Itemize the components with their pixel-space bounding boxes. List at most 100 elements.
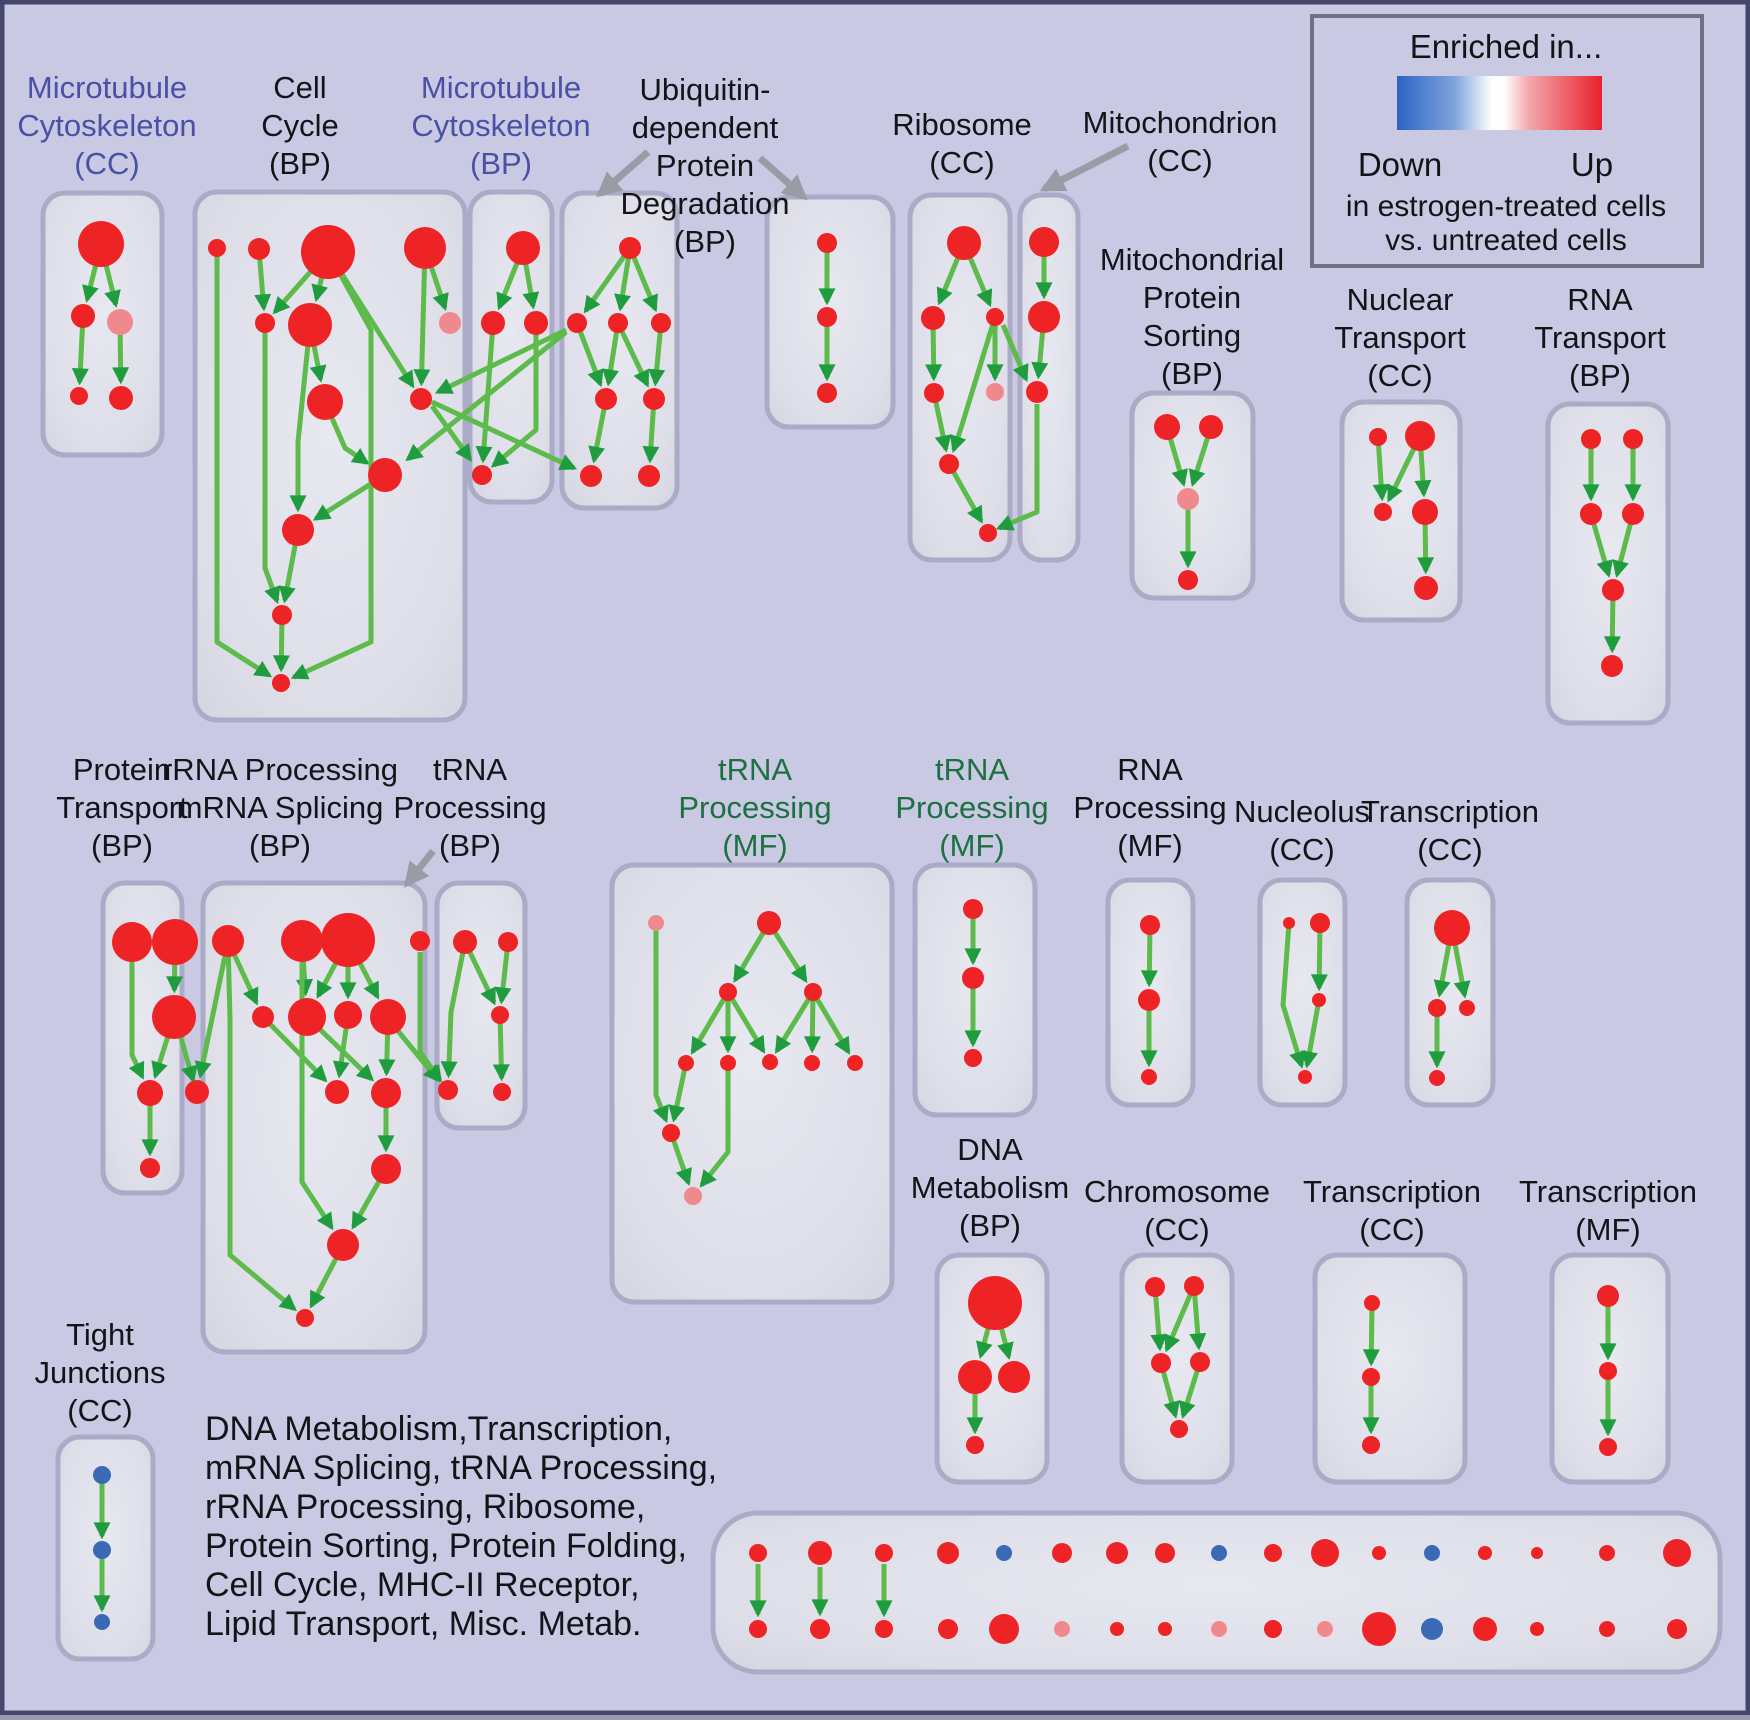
misc-note-text: DNA Metabolism,Transcription,mRNA Splici… [205,1410,717,1643]
cluster-label-rna-processing-mf: RNA [1117,752,1183,787]
go-term-node-nuclear-transport-cc [1405,421,1435,451]
cluster-label-cell-cycle-bp: Cycle [261,108,339,143]
go-term-node-misc-strip [1372,1546,1386,1560]
edge-cell-cycle-bp [421,258,424,383]
go-term-node-cell-cycle-bp [301,225,355,279]
go-term-node-rrna-processing-mrna-splicing-bp [281,920,323,962]
cluster-label-ubiquitin-degradation-bp: Protein [656,148,754,183]
go-term-node-microtubule-cytoskeleton-cc [107,309,133,335]
go-term-node-ubiquitin-degradation-bp [608,313,628,333]
cluster-label-nucleolus-cc: (CC) [1269,832,1334,867]
go-term-node-tight-junctions-cc [93,1541,111,1559]
cluster-label-trna-processing-mf-large: (MF) [722,828,787,863]
go-term-node-cell-cycle-bp [368,458,402,492]
go-term-node-mitochondrial-protein-sorting-bp [1178,570,1198,590]
legend-up-label: Up [1571,146,1613,183]
go-term-node-transcription-cc-bottom [1362,1436,1380,1454]
go-term-node-cell-cycle-bp [307,384,343,420]
go-term-node-chromosome-cc [1170,1420,1188,1438]
go-term-node-ubiquitin-degradation-bp-2 [817,307,837,327]
go-term-node-cell-cycle-bp [288,303,332,347]
cluster-box-nuclear-transport-cc [1342,402,1460,620]
go-term-node-transcription-cc-bottom [1362,1368,1380,1386]
go-term-node-cell-cycle-bp [248,238,270,260]
go-term-node-rna-processing-mf [1141,1069,1157,1085]
go-term-node-trna-processing-mf-large [847,1055,863,1071]
cluster-label-mitochondrial-protein-sorting-bp: Protein [1143,280,1241,315]
go-term-node-transcription-cc-mid [1429,1070,1445,1086]
go-term-node-protein-transport-bp [137,1080,163,1106]
cluster-label-dna-metabolism-bp: Metabolism [911,1170,1070,1205]
cluster-label-nuclear-transport-cc: Nuclear [1347,282,1454,317]
go-term-node-tight-junctions-cc [93,1466,111,1484]
go-term-node-microtubule-cytoskeleton-cc [71,304,95,328]
cluster-label-protein-transport-bp: Protein [73,752,171,787]
cluster-label-rna-processing-mf: (MF) [1117,828,1182,863]
go-term-node-dna-metabolism-bp [966,1436,984,1454]
legend-gradient-bar [1397,76,1602,130]
go-term-node-microtubule-cytoskeleton-bp [524,311,548,335]
go-term-node-microtubule-cytoskeleton-cc [78,221,124,267]
edge-microtubule-cytoskeleton-cc [120,328,121,381]
go-term-node-rrna-processing-mrna-splicing-bp [334,1001,362,1029]
edge-cell-cycle-bp [281,620,282,669]
go-term-node-ubiquitin-degradation-bp [580,465,602,487]
go-term-node-ubiquitin-degradation-bp [638,465,660,487]
go-term-node-misc-strip [1599,1545,1615,1561]
cluster-label-transcription-mf: (MF) [1575,1212,1640,1247]
go-term-node-protein-transport-bp [152,995,196,1039]
go-term-node-ribosome-cc [939,454,959,474]
cluster-label-transcription-cc-mid: Transcription [1361,794,1539,829]
edge-nuclear-transport-cc [1420,443,1423,494]
go-term-node-cell-cycle-bp [439,312,461,334]
go-term-node-misc-strip [1311,1539,1339,1567]
go-term-node-misc-strip [749,1620,767,1638]
go-term-node-ribosome-cc [979,524,997,542]
go-term-node-rrna-processing-mrna-splicing-bp [185,1080,209,1104]
go-term-node-nucleolus-cc [1312,993,1326,1007]
cluster-box-chromosome-cc [1122,1255,1232,1482]
go-term-node-misc-strip [1478,1546,1492,1560]
go-term-node-trna-processing-mf-large [720,1055,736,1071]
go-term-node-chromosome-cc [1145,1277,1165,1297]
cluster-label-tight-junctions-cc: Tight [66,1317,134,1352]
go-term-node-rrna-processing-mrna-splicing-bp [212,925,244,957]
go-term-node-ribosome-cc [986,308,1004,326]
go-term-node-rna-transport-bp [1623,429,1643,449]
cluster-label-mitochondrial-protein-sorting-bp: Mitochondrial [1100,242,1284,277]
go-term-node-cell-cycle-bp [410,388,432,410]
go-term-node-rna-processing-mf [1138,989,1160,1011]
go-term-node-misc-strip [1421,1618,1443,1640]
go-term-node-misc-strip [1663,1539,1691,1567]
edge-rna-processing-mf [1149,930,1150,984]
go-term-node-misc-strip [1317,1621,1333,1637]
go-term-node-trna-processing-mf-large [648,915,664,931]
go-term-node-trna-processing-mf-large [678,1055,694,1071]
go-term-node-nuclear-transport-cc [1414,576,1438,600]
go-term-node-mitochondrion-cc [1026,381,1048,403]
go-term-node-rrna-processing-mrna-splicing-bp [371,1154,401,1184]
go-term-node-nuclear-transport-cc [1374,503,1392,521]
legend-title: Enriched in... [1410,28,1603,65]
go-term-node-cell-cycle-bp [208,239,226,257]
go-term-node-ubiquitin-degradation-bp [619,237,641,259]
go-term-node-rrna-processing-mrna-splicing-bp [370,999,406,1035]
go-term-node-misc-strip [1531,1547,1543,1559]
go-term-node-rrna-processing-mrna-splicing-bp [325,1080,349,1104]
go-term-node-trna-processing-mf-large [719,983,737,1001]
go-term-node-microtubule-cytoskeleton-bp [506,231,540,265]
go-term-node-mitochondrion-cc [1029,227,1059,257]
go-term-node-misc-strip [1599,1621,1615,1637]
go-term-node-microtubule-cytoskeleton-cc [70,387,88,405]
go-term-node-protein-transport-bp [152,919,198,965]
cluster-label-tight-junctions-cc: Junctions [35,1355,166,1390]
go-term-node-rrna-processing-mrna-splicing-bp [410,931,430,951]
legend-down-label: Down [1358,146,1442,183]
cluster-label-trna-processing-mf-small: (MF) [939,828,1004,863]
edge-trna-processing-bp [500,1019,502,1078]
misc-clusters-note-line: Cell Cycle, MHC-II Receptor, [205,1566,640,1604]
go-term-node-nuclear-transport-cc [1369,428,1387,446]
go-term-node-trna-processing-mf-large [804,983,822,1001]
go-term-node-ubiquitin-degradation-bp [651,313,671,333]
go-term-node-rna-transport-bp [1601,655,1623,677]
